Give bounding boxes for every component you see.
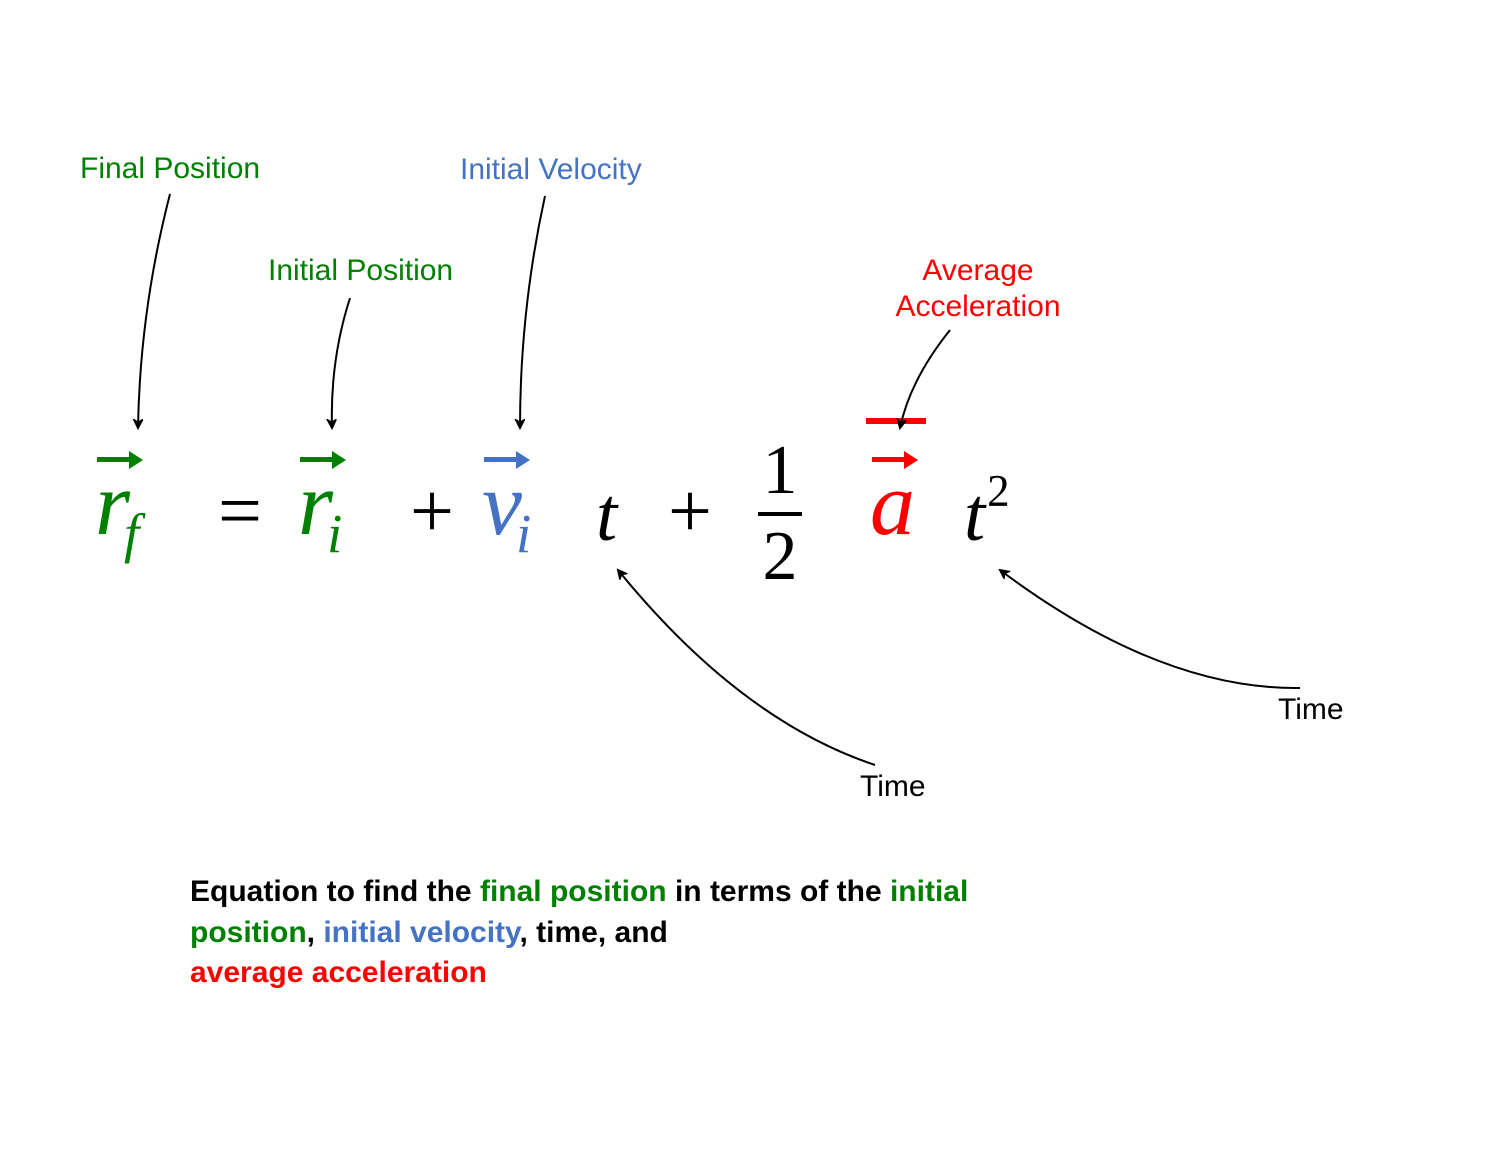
- symbol-rf-sub: f: [124, 503, 139, 564]
- symbol-t2-base: t: [964, 473, 985, 557]
- operator-equals: =: [218, 466, 262, 556]
- symbol-vi-sub: i: [516, 503, 531, 564]
- arrow-initial-position: [332, 298, 350, 428]
- fraction-bar: [758, 512, 802, 516]
- caption-initial-velocity: initial velocity: [323, 916, 519, 949]
- caption-final-position: final position: [480, 875, 667, 908]
- symbol-vi: vi: [482, 460, 531, 550]
- arrow-final-position: [138, 194, 170, 428]
- caption-part-4: , time, and: [520, 916, 668, 949]
- fraction-denominator: 2: [758, 522, 802, 592]
- symbol-a: a: [870, 460, 915, 550]
- label-final-position: Final Position: [80, 151, 260, 187]
- fraction-numerator: 1: [758, 436, 802, 506]
- caption-initial-position-1: initial: [890, 875, 968, 908]
- caption-text: Equation to find the final position in t…: [190, 872, 1270, 994]
- vector-arrow-icon: [97, 448, 143, 470]
- caption-part-1: Equation to find the: [190, 875, 480, 908]
- arrow-time-1: [618, 570, 875, 765]
- symbol-ri-sub: i: [327, 503, 342, 564]
- fraction-half: 1 2: [758, 436, 802, 592]
- arrow-time-2: [1000, 570, 1300, 688]
- symbol-rf: rf: [95, 460, 139, 550]
- symbol-t2: t2: [964, 472, 1010, 559]
- operator-plus-2: +: [668, 466, 712, 556]
- label-avg-accel-line1: Average: [922, 254, 1033, 287]
- label-time-2: Time: [1278, 693, 1344, 727]
- symbol-t2-exp: 2: [987, 466, 1010, 516]
- caption-part-2: in terms of the: [667, 875, 890, 908]
- symbol-a-main: a: [870, 460, 915, 550]
- symbol-ri: ri: [298, 460, 342, 550]
- vector-arrow-icon: [872, 448, 918, 470]
- arrow-initial-velocity: [520, 196, 545, 428]
- caption-initial-position-2: position: [190, 916, 307, 949]
- label-initial-velocity: Initial Velocity: [460, 152, 642, 188]
- label-time-1: Time: [860, 770, 926, 804]
- caption-part-3: ,: [307, 916, 324, 949]
- label-avg-accel-line2: Acceleration: [895, 290, 1060, 323]
- operator-plus-1: +: [410, 466, 454, 556]
- caption-average-acceleration: average acceleration: [190, 956, 487, 989]
- arrow-avg-accel: [900, 330, 950, 428]
- vector-arrow-icon: [484, 448, 530, 470]
- label-initial-position: Initial Position: [268, 253, 453, 289]
- overbar-icon: [866, 418, 926, 424]
- symbol-t1: t: [596, 472, 617, 559]
- vector-arrow-icon: [300, 448, 346, 470]
- label-average-acceleration: Average Acceleration: [878, 253, 1078, 325]
